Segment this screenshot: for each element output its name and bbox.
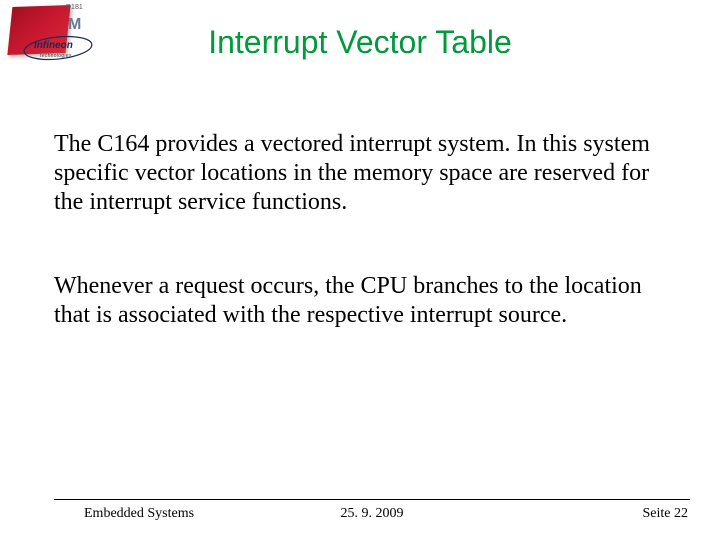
paragraph-2: Whenever a request occurs, the CPU branc… [54,272,680,330]
footer-date: 25. 9. 2009 [54,506,690,522]
footer: Embedded Systems 25. 9. 2009 Seite 22 [54,506,690,522]
footer-divider [54,499,690,500]
logo-top-label: D181 [66,4,83,11]
slide-title: Interrupt Vector Table [0,24,720,61]
paragraph-1: The C164 provides a vectored interrupt s… [54,130,680,216]
